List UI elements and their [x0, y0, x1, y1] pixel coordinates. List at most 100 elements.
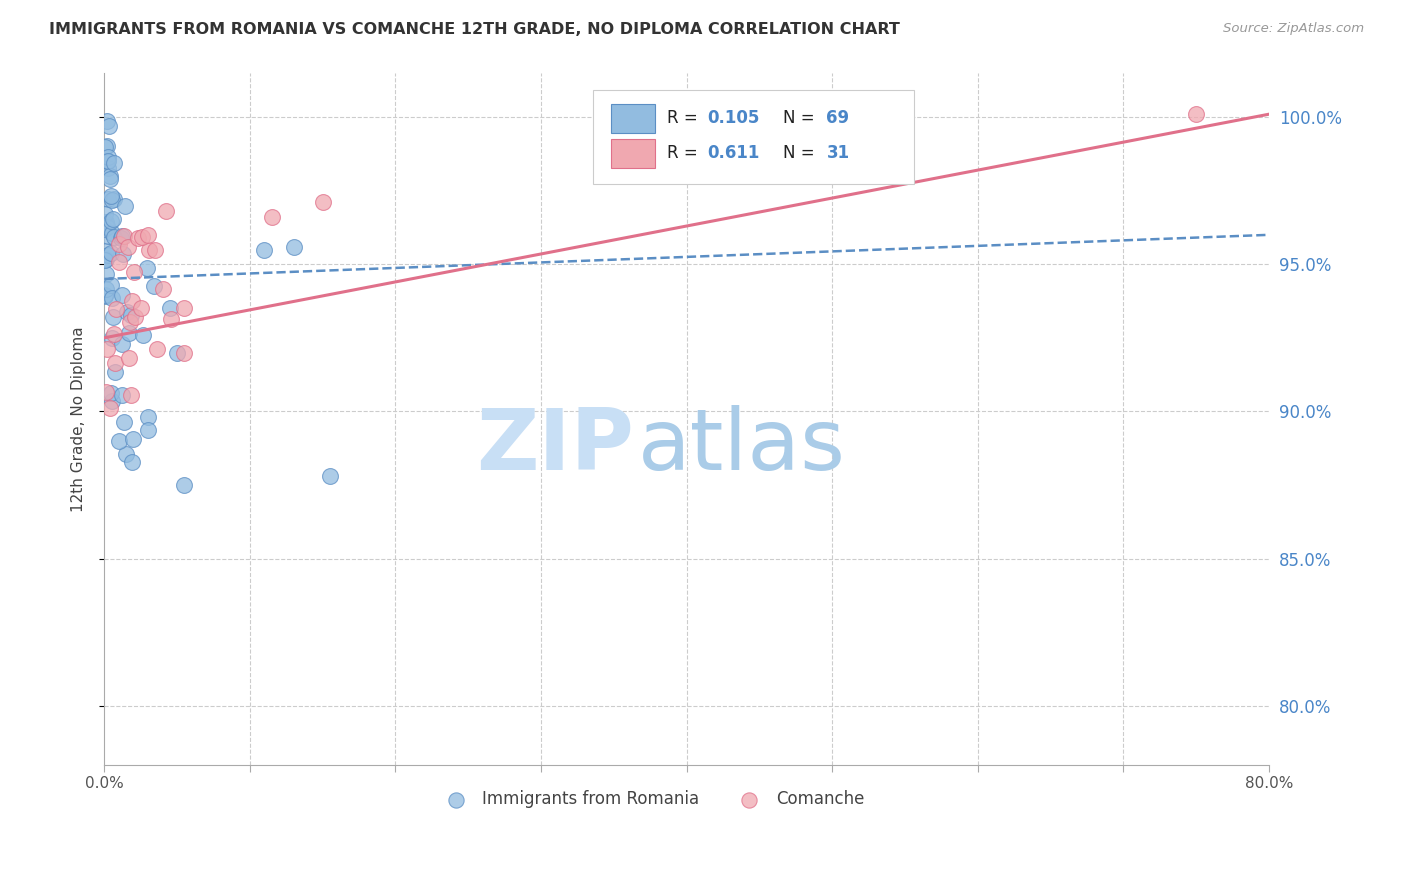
Point [124, 265, 146, 279]
Point [112, 415, 135, 429]
Point [96, 281, 118, 295]
Point [283, 239, 305, 253]
Text: 0.611: 0.611 [707, 144, 761, 161]
Point [146, 343, 169, 357]
Point [93, 287, 115, 301]
Point [114, 199, 136, 213]
Point [136, 423, 159, 437]
Point [166, 345, 188, 359]
Point [312, 195, 335, 210]
Text: ZIP: ZIP [477, 405, 634, 488]
Point [319, 469, 342, 483]
Point [136, 227, 159, 242]
Point [111, 387, 134, 401]
Legend: Immigrants from Romania, Comanche: Immigrants from Romania, Comanche [432, 784, 872, 815]
Point [115, 305, 138, 319]
Point [136, 410, 159, 425]
Point [107, 434, 129, 448]
Point [100, 214, 122, 228]
Point [111, 337, 134, 351]
Point [120, 315, 142, 329]
Point [97, 248, 120, 262]
Point [155, 203, 177, 218]
Point [100, 278, 122, 293]
Point [96, 114, 118, 128]
Point [103, 327, 125, 342]
Point [96, 342, 118, 356]
Point [120, 308, 142, 322]
Point [118, 326, 141, 340]
Point [152, 282, 174, 296]
Point [101, 291, 124, 305]
Point [94, 244, 117, 259]
Point [117, 240, 139, 254]
Point [160, 312, 183, 326]
Point [96, 219, 118, 234]
Text: N =: N = [783, 144, 820, 161]
Point [97, 153, 120, 168]
Point [96, 219, 118, 234]
Point [121, 294, 143, 309]
Point [100, 189, 122, 203]
Point [110, 231, 132, 245]
Point [111, 287, 134, 301]
FancyBboxPatch shape [593, 90, 914, 184]
Point [260, 210, 283, 224]
Point [98, 169, 121, 184]
Point [96, 154, 118, 169]
Point [1185, 107, 1208, 121]
Point [96, 218, 118, 232]
Point [97, 229, 120, 244]
Point [100, 245, 122, 260]
Text: Source: ZipAtlas.com: Source: ZipAtlas.com [1223, 22, 1364, 36]
Point [253, 243, 276, 257]
Point [117, 351, 139, 365]
Point [143, 279, 166, 293]
Point [97, 119, 120, 133]
Point [138, 244, 160, 258]
Point [98, 172, 121, 186]
Point [108, 237, 131, 252]
Point [104, 366, 127, 380]
Text: 69: 69 [827, 109, 849, 127]
Point [103, 193, 125, 207]
Point [103, 356, 125, 370]
Text: R =: R = [666, 144, 703, 161]
Point [108, 255, 131, 269]
Point [93, 140, 115, 154]
Point [101, 226, 124, 240]
Point [100, 386, 122, 401]
Text: atlas: atlas [638, 405, 846, 488]
FancyBboxPatch shape [612, 138, 655, 168]
Point [94, 253, 117, 268]
Point [132, 327, 155, 342]
Point [101, 331, 124, 345]
Point [96, 267, 118, 281]
Point [121, 455, 143, 469]
FancyBboxPatch shape [612, 104, 655, 133]
Point [121, 432, 143, 446]
Point [103, 155, 125, 169]
Point [100, 401, 122, 415]
Point [96, 252, 118, 266]
Point [173, 301, 195, 316]
Point [111, 247, 134, 261]
Point [97, 192, 120, 206]
Text: N =: N = [783, 109, 820, 127]
Point [173, 478, 195, 492]
Point [124, 310, 146, 324]
Point [143, 243, 166, 257]
Point [115, 447, 138, 461]
Point [127, 231, 149, 245]
Y-axis label: 12th Grade, No Diploma: 12th Grade, No Diploma [72, 326, 86, 511]
Point [120, 388, 142, 402]
Point [93, 222, 115, 236]
Point [94, 207, 117, 221]
Point [101, 393, 124, 408]
Point [136, 261, 159, 276]
Text: 0.105: 0.105 [707, 109, 761, 127]
Text: IMMIGRANTS FROM ROMANIA VS COMANCHE 12TH GRADE, NO DIPLOMA CORRELATION CHART: IMMIGRANTS FROM ROMANIA VS COMANCHE 12TH… [49, 22, 900, 37]
Text: R =: R = [666, 109, 703, 127]
Point [97, 161, 120, 175]
Point [101, 310, 124, 324]
